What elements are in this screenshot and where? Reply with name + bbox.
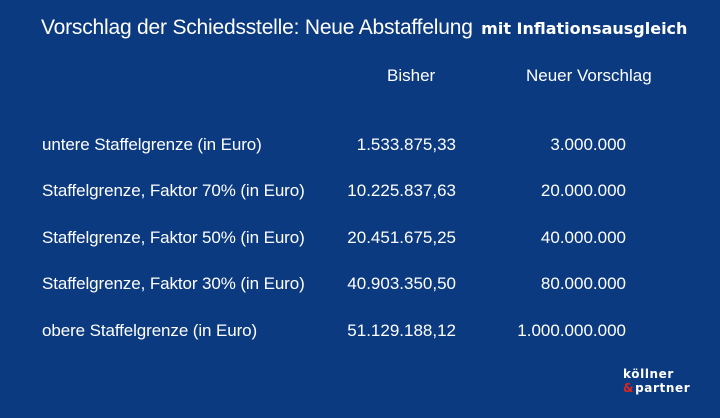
row-label: obere Staffelgrenze (in Euro) — [42, 321, 258, 340]
table-row: Staffelgrenze, Faktor 30% (in Euro) 40.9… — [0, 271, 720, 297]
row-value-bisher: 10.225.837,63 — [347, 181, 456, 200]
row-value-bisher: 20.451.675,25 — [347, 228, 456, 247]
table-row: untere Staffelgrenze (in Euro) 1.533.875… — [0, 132, 720, 158]
column-header-bisher: Bisher — [387, 66, 436, 85]
row-label: untere Staffelgrenze (in Euro) — [42, 135, 262, 154]
row-value-neuer-vorschlag: 40.000.000 — [540, 228, 626, 247]
row-value-neuer-vorschlag: 20.000.000 — [540, 181, 626, 200]
logo-ampersand: & — [623, 381, 635, 395]
table-row: Staffelgrenze, Faktor 50% (in Euro) 20.4… — [0, 225, 720, 251]
row-label: Staffelgrenze, Faktor 70% (in Euro) — [42, 181, 305, 200]
column-header-neuer-vorschlag: Neuer Vorschlag — [526, 66, 652, 85]
koellner-partner-logo: köllner &partner — [623, 367, 690, 395]
row-value-bisher: 40.903.350,50 — [347, 274, 456, 293]
logo-line-1: köllner — [623, 367, 674, 381]
row-value-neuer-vorschlag: 3.000.000 — [550, 135, 626, 154]
title-subtitle: mit Inflationsausgleich — [481, 19, 688, 38]
row-value-bisher: 1.533.875,33 — [356, 135, 456, 154]
logo-line-2: &partner — [623, 381, 690, 395]
table-row: obere Staffelgrenze (in Euro) 51.129.188… — [0, 318, 720, 344]
row-value-neuer-vorschlag: 80.000.000 — [540, 274, 626, 293]
logo-line-2-text: partner — [635, 381, 691, 395]
row-value-bisher: 51.129.188,12 — [347, 321, 456, 340]
title-main: Vorschlag der Schiedsstelle: Neue Abstaf… — [41, 16, 473, 39]
row-label: Staffelgrenze, Faktor 50% (in Euro) — [42, 228, 305, 247]
table-row: Staffelgrenze, Faktor 70% (in Euro) 10.2… — [0, 178, 720, 204]
row-label: Staffelgrenze, Faktor 30% (in Euro) — [42, 274, 305, 293]
slide-title: Vorschlag der Schiedsstelle: Neue Abstaf… — [41, 10, 687, 48]
row-value-neuer-vorschlag: 1.000.000.000 — [517, 321, 626, 340]
